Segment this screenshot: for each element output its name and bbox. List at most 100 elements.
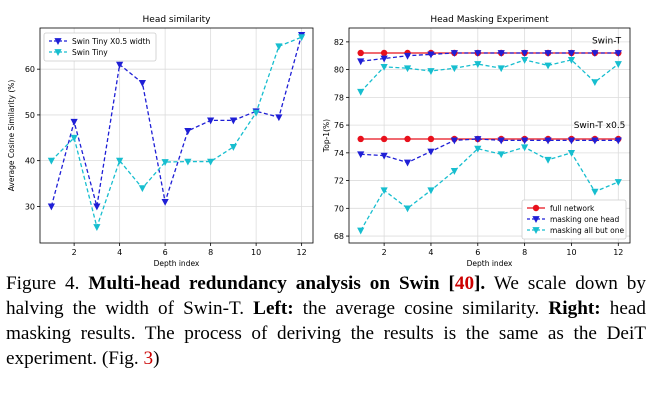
series-line [50, 36, 302, 230]
y-tick-label: 40 [25, 157, 35, 166]
data-point [591, 188, 599, 196]
head-similarity-chart: 2 4 6 8 10 12 30 40 50 60 Head similarity Depth ind… [7, 15, 314, 268]
data-point [567, 57, 576, 64]
data-point [357, 227, 365, 235]
data-point [403, 205, 412, 213]
series-line [360, 59, 619, 93]
y-tick-label: 80 [334, 66, 344, 75]
caption-right-label: Right: [548, 298, 601, 319]
data-point [184, 158, 192, 166]
data-point [404, 135, 411, 143]
data-point [47, 203, 55, 211]
data-point [544, 50, 552, 57]
x-tick-label: 4 [117, 248, 122, 257]
data-point [207, 158, 215, 166]
figure-caption: Figure 4. Multi-head redundancy analysis… [6, 271, 646, 371]
data-point [403, 52, 412, 60]
caption-label: Figure 4. [6, 273, 89, 294]
data-point [427, 68, 435, 75]
data-point [591, 79, 599, 87]
data-point [497, 50, 505, 57]
data-point [403, 159, 412, 167]
data-point [567, 50, 576, 57]
data-point [497, 65, 505, 73]
series-line [360, 52, 619, 62]
data-point [380, 55, 388, 63]
data-point [184, 128, 192, 135]
x-tick-label: 12 [613, 248, 623, 257]
data-point [357, 151, 365, 159]
legend-label: Swin Tiny [72, 48, 108, 57]
y-tick-label: 68 [334, 232, 344, 241]
x-axis-label: Depth index [467, 259, 513, 268]
data-point [138, 80, 146, 87]
data-point [380, 49, 388, 57]
data-point [357, 88, 365, 96]
data-point [427, 187, 435, 195]
figure-reference-link[interactable]: 3 [143, 348, 154, 369]
chart-title: Head similarity [143, 15, 212, 25]
data-point [450, 137, 458, 145]
caption-title: Multi-head redundancy analysis on Swin [… [88, 273, 486, 294]
y-tick-label: 74 [334, 149, 344, 158]
data-point [591, 137, 599, 145]
citation-link[interactable]: 40 [454, 273, 475, 294]
data-point [357, 58, 365, 66]
caption-text: the average cosine similarity. [293, 298, 549, 319]
series-line [360, 146, 619, 231]
y-tick-label: 30 [25, 202, 35, 211]
data-point [474, 145, 482, 153]
y-tick-label: 60 [25, 65, 35, 74]
x-tick-label: 6 [475, 248, 480, 257]
data-point [70, 134, 78, 142]
plot-frame [39, 27, 314, 244]
caption-text: head masking results. The process of der… [6, 298, 646, 369]
data-point [450, 167, 458, 175]
data-point [567, 137, 576, 145]
legend-box [521, 199, 627, 240]
data-point [93, 224, 101, 231]
x-tick-label: 8 [522, 248, 527, 257]
y-tick-label: 70 [334, 204, 344, 213]
data-point [614, 137, 622, 145]
y-tick-label: 50 [25, 111, 35, 120]
data-point [544, 62, 552, 70]
data-point [497, 137, 505, 145]
data-point [521, 144, 529, 152]
caption-text: We scale down by halving the width of Sw… [6, 273, 646, 319]
chart-title: Head Masking Experiment [430, 15, 549, 25]
data-point [161, 198, 169, 206]
chart-annotation: Swin-T x0.5 [574, 121, 626, 131]
legend-box [43, 32, 157, 62]
y-tick-label: 82 [334, 38, 344, 47]
y-axis-label: Average Cosine Similarity (%) [7, 80, 16, 192]
data-point [427, 148, 435, 156]
legend-label: full network [550, 204, 595, 213]
data-point [544, 156, 552, 164]
data-point [614, 50, 622, 57]
x-axis-label: Depth index [154, 259, 200, 268]
data-point [380, 135, 388, 143]
data-point [521, 57, 529, 64]
data-point [474, 136, 482, 143]
data-point [229, 144, 237, 151]
data-point [567, 149, 576, 157]
legend-marker [532, 216, 540, 223]
x-tick-label: 2 [382, 248, 387, 257]
legend-marker [54, 38, 62, 45]
data-point [544, 137, 552, 145]
x-tick-label: 4 [428, 248, 433, 257]
data-point [138, 185, 146, 193]
x-tick-label: 10 [251, 248, 261, 257]
legend-label: Swin Tiny X0.5 width [72, 37, 150, 46]
legend-marker [532, 204, 540, 212]
legend-label: masking all but one [550, 226, 624, 235]
data-point [93, 203, 101, 211]
data-point [521, 137, 529, 145]
y-tick-label: 72 [334, 177, 344, 186]
data-point [380, 63, 388, 71]
data-point [357, 135, 364, 143]
x-tick-label: 2 [72, 248, 77, 257]
data-point [614, 61, 622, 69]
data-point [47, 157, 55, 165]
